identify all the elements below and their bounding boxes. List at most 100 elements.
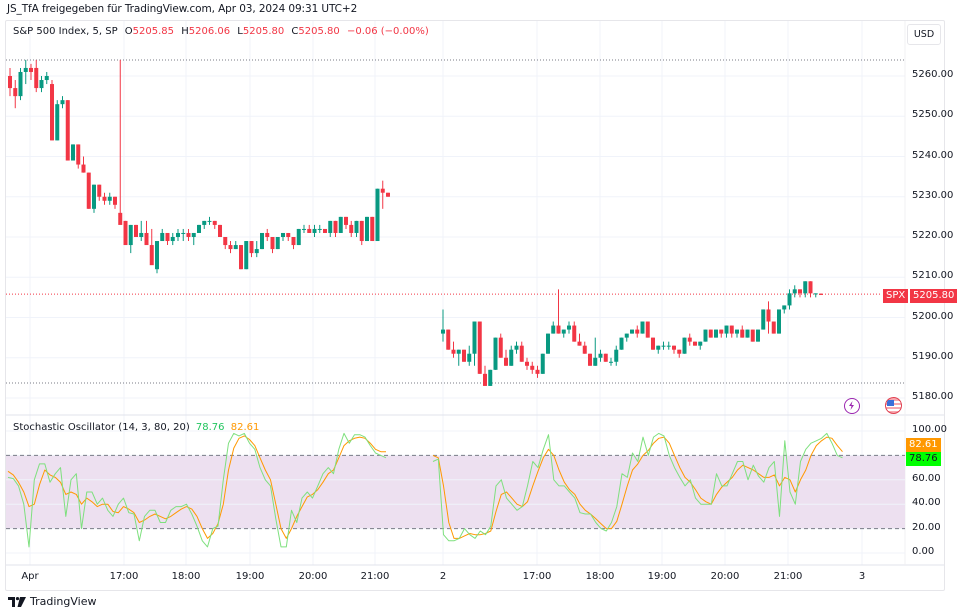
candle-body (729, 325, 734, 334)
us-flag-icon[interactable] (885, 397, 902, 414)
chart-frame (5, 20, 945, 591)
candle-body (359, 220, 364, 242)
candle-body (472, 321, 477, 354)
last-price-symbol-tag: SPX (883, 289, 909, 303)
tradingview-logo-icon (8, 596, 26, 607)
candle-body (312, 228, 317, 233)
time-axis-label: 19:00 (235, 571, 265, 582)
candle-body (317, 228, 322, 230)
candle-body (181, 232, 186, 234)
candle-body (29, 67, 33, 72)
price-axis-label: 5200.00 (912, 310, 954, 322)
candle-body (281, 232, 285, 237)
candle-body (687, 337, 692, 342)
candle-body (614, 349, 619, 362)
stoch-legend: Stochastic Oscillator (14, 3, 80, 20) 78… (13, 422, 259, 433)
candle-body (693, 341, 697, 346)
candle-body (365, 216, 369, 242)
candle-body (446, 329, 451, 350)
candle-body (333, 220, 338, 233)
candle-body (207, 220, 212, 222)
time-axis-label: 19:00 (647, 571, 677, 582)
candle-body (530, 365, 535, 370)
time-axis-label: Apr (21, 571, 39, 582)
last-price-tag: 5205.80 (910, 289, 958, 303)
price-axis-label: 5220.00 (912, 230, 954, 241)
candle-body (598, 353, 603, 358)
candle-body (76, 144, 81, 165)
tradingview-footer[interactable]: TradingView (8, 595, 96, 608)
time-axis-label: 17:00 (109, 571, 139, 582)
candle-body (8, 76, 12, 89)
candle-body (514, 345, 519, 350)
candle-body (380, 188, 385, 193)
stoch-title: Stochastic Oscillator (14, 3, 80, 20) (13, 422, 190, 433)
candle-body (546, 333, 550, 354)
candle-body (792, 289, 797, 294)
candle-body (567, 325, 571, 330)
price-axis-label: 5250.00 (912, 109, 954, 121)
candle-body (60, 100, 65, 105)
candle-body (212, 220, 217, 225)
candle-body (540, 353, 545, 374)
candle-body (551, 325, 556, 334)
candle-body (630, 329, 634, 334)
candle-body (672, 345, 676, 350)
candle-body (233, 245, 238, 250)
candle-body (218, 224, 222, 237)
candle-body (118, 212, 123, 225)
stoch-axis-label: 20.00 (912, 521, 941, 533)
candle-body (603, 353, 608, 362)
time-axis-label: 21:00 (360, 571, 390, 582)
candle-body (176, 232, 180, 237)
candle-body (265, 232, 270, 237)
candle-body (134, 224, 138, 237)
candle-body (561, 329, 566, 334)
candle-body (97, 184, 102, 197)
candle-body (92, 184, 96, 209)
candle-body (323, 228, 327, 233)
candle-body (254, 249, 259, 254)
candle-body (302, 228, 306, 230)
candle-body (750, 329, 755, 342)
stoch-axis-label: 100.00 (912, 424, 947, 435)
legend-open-label: O (124, 26, 133, 37)
candle-body (170, 237, 175, 242)
candle-body (572, 325, 577, 342)
candle-body (307, 228, 312, 233)
candle-body (223, 237, 228, 246)
lightning-icon[interactable] (844, 398, 860, 414)
candle-body (456, 349, 461, 354)
candle-body (787, 293, 792, 306)
candle-body (338, 216, 343, 233)
candle-body (588, 353, 592, 366)
candle-body (782, 305, 787, 310)
candle-body (144, 232, 149, 246)
candle-body (677, 349, 682, 354)
candle-body (477, 321, 482, 374)
candle-body (197, 224, 201, 233)
candle-body (724, 325, 729, 334)
candle-body (766, 309, 771, 322)
candle-body (745, 329, 750, 338)
candle-body (656, 345, 661, 350)
stoch-axis-label: 60.00 (912, 472, 941, 484)
candle-body (165, 232, 170, 242)
candle-body (719, 329, 724, 334)
stoch-k-value-tag: 78.76 (906, 452, 941, 466)
candle-body (191, 232, 196, 237)
currency-button[interactable]: USD (907, 24, 941, 45)
candle-body (593, 357, 598, 366)
candle-body (661, 345, 666, 347)
candle-body (577, 341, 582, 346)
candle-body (81, 164, 86, 173)
price-axis-label: 5180.00 (912, 391, 954, 402)
candle-body (186, 232, 191, 237)
price-axis-label: 5260.00 (912, 69, 954, 80)
candle-body (519, 345, 524, 362)
candle-body (651, 337, 655, 350)
candle-body (370, 216, 375, 242)
candle-body (467, 353, 472, 362)
candle-body (270, 237, 275, 250)
